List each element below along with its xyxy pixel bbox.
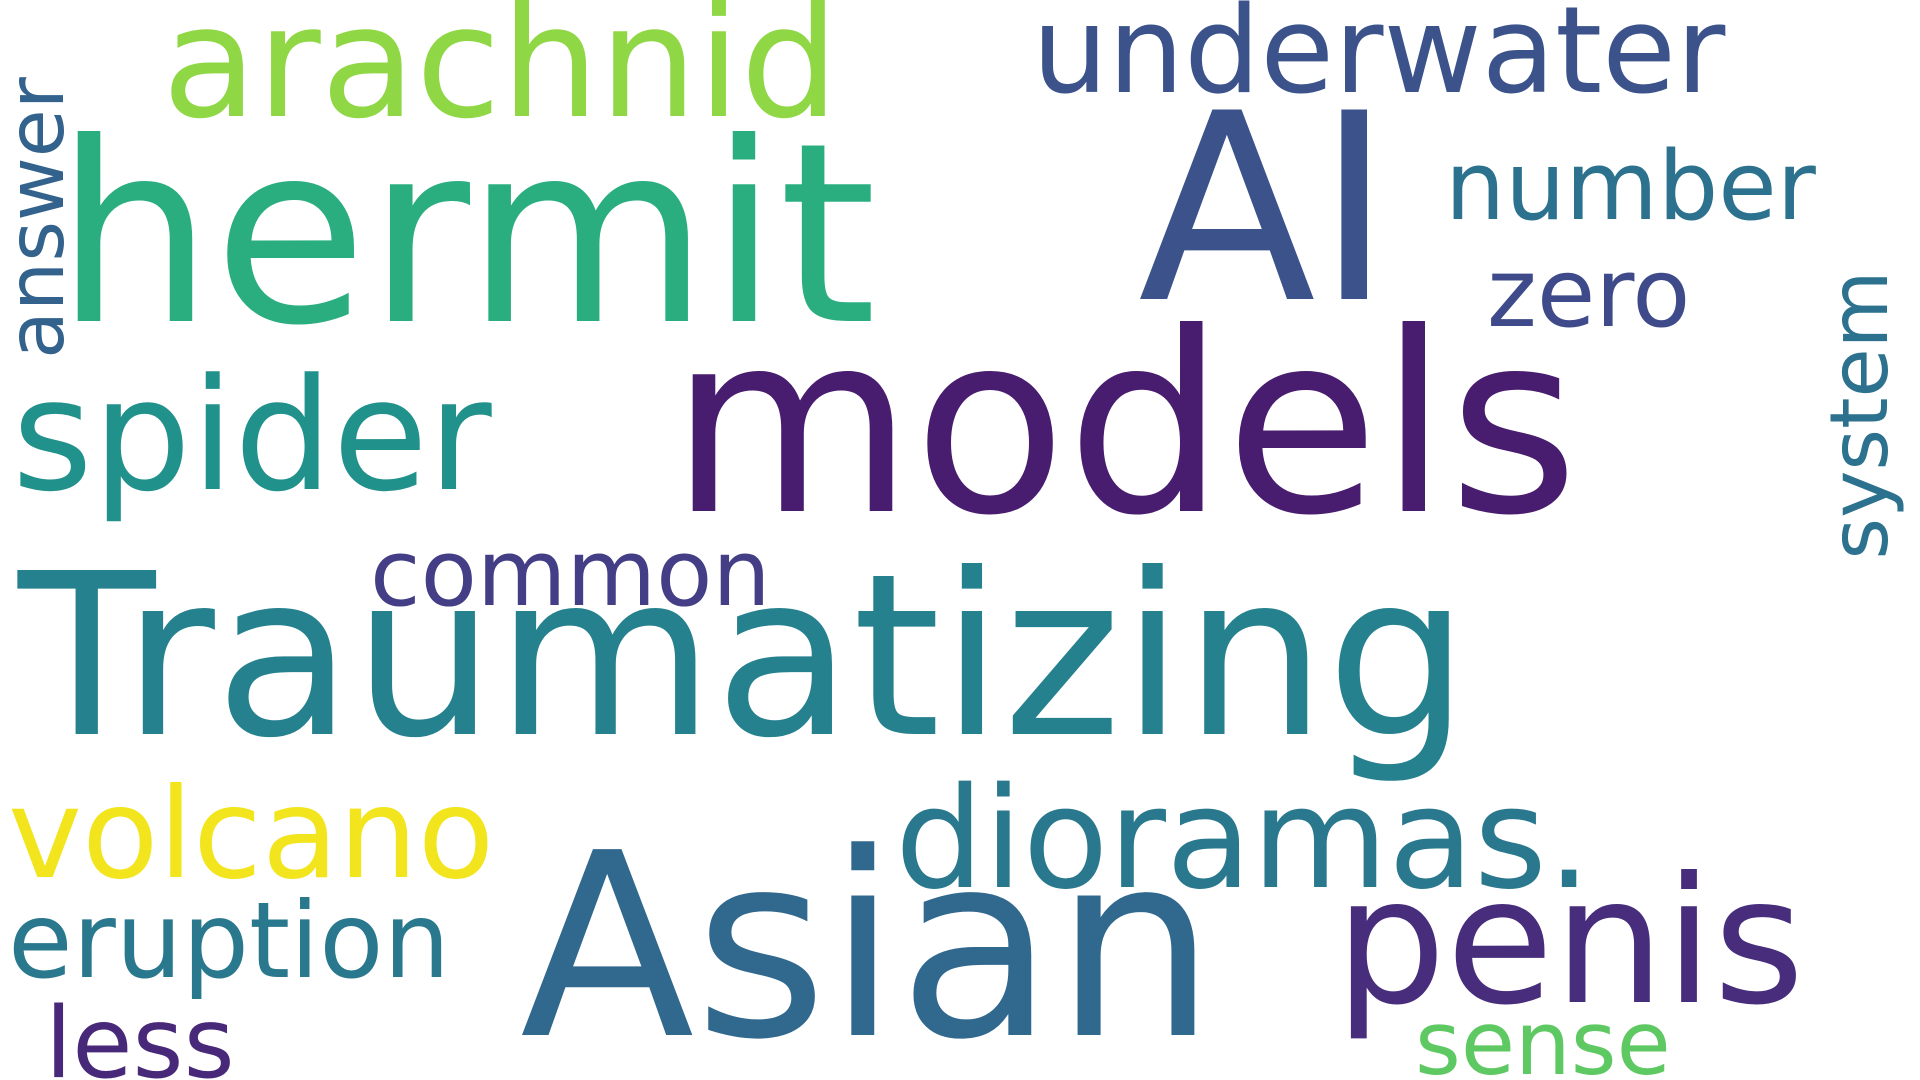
- word-underwater: underwater: [1032, 0, 1726, 121]
- word-common: common: [370, 520, 771, 627]
- word-eruption: eruption: [8, 880, 451, 1002]
- word-traumatizing: Traumatizing: [18, 526, 1470, 788]
- word-penis: penis: [1335, 841, 1805, 1044]
- word-zero: zero: [1487, 239, 1691, 349]
- word-spider: spider: [12, 345, 492, 526]
- word-ai: AI: [1138, 59, 1393, 361]
- word-models: models: [670, 279, 1579, 570]
- word-number: number: [1445, 132, 1816, 242]
- word-answer: answer: [0, 77, 82, 359]
- word-hermit: hermit: [55, 89, 877, 380]
- word-arachnid: arachnid: [162, 0, 839, 153]
- word-less: less: [45, 987, 235, 1080]
- word-dioramas: dioramas.: [895, 758, 1592, 921]
- word-system: system: [1813, 270, 1906, 560]
- word-sense: sense: [1415, 992, 1671, 1080]
- word-volcano: volcano: [8, 762, 495, 907]
- word-asian: Asian: [520, 799, 1217, 1080]
